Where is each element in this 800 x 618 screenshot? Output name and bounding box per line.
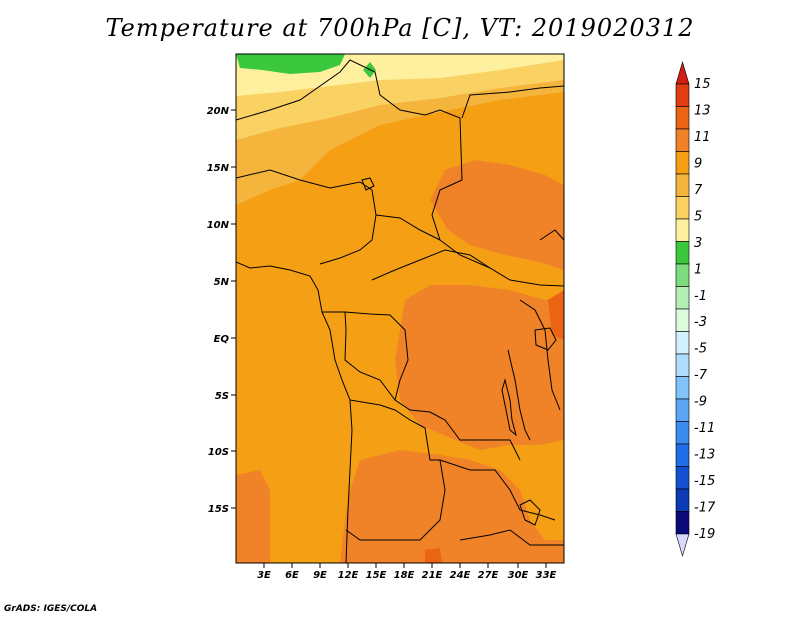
lat-label-15s: 15S xyxy=(208,504,229,515)
field-11-13-sudan xyxy=(430,160,564,270)
colorbar-label: -17 xyxy=(694,501,716,516)
boundaries xyxy=(236,59,564,563)
colorbar-segment xyxy=(675,106,690,130)
colorbar-label: -9 xyxy=(694,395,707,410)
coastline-west xyxy=(236,261,353,563)
chart-title: Temperature at 700hPa [C], VT: 201902031… xyxy=(105,14,695,42)
colorbar-segment xyxy=(675,398,690,422)
lake-chad xyxy=(361,177,375,191)
lon-label-33e: 33E xyxy=(536,570,557,581)
lat-label-15n: 15N xyxy=(207,163,230,174)
colorbar-segment xyxy=(675,376,690,400)
lat-label-20n: 20N xyxy=(207,106,230,117)
border-zambia xyxy=(439,459,556,521)
lon-axis: 3E 6E 9E 12E 15E 18E 21E 24E 27E 30E 33E xyxy=(257,563,557,581)
colorbar-label: -15 xyxy=(694,474,715,489)
colorbar-segment xyxy=(675,151,690,175)
colorbar-label: 1 xyxy=(694,262,702,277)
lat-label-eq: EQ xyxy=(214,334,230,345)
colorbar-label: 5 xyxy=(694,209,702,224)
colorbar-segment xyxy=(675,173,690,197)
lat-label-10s: 10S xyxy=(208,447,229,458)
lake-malawi xyxy=(519,499,541,526)
colorbar-segment xyxy=(675,218,690,242)
field-11-13-angola xyxy=(236,470,270,563)
map-frame xyxy=(235,53,565,564)
colorbar-segment xyxy=(675,128,690,152)
border-sahara xyxy=(236,59,564,287)
colorbar-segment xyxy=(675,286,690,310)
border-congo-drc xyxy=(344,311,521,461)
colorbar-label: 3 xyxy=(694,236,702,251)
border-chad-car xyxy=(371,214,491,281)
field-1-3-patch xyxy=(363,62,376,78)
lat-axis: 20N 15N 10N 5N EQ 5S 10S 15S xyxy=(207,106,236,515)
lake-victoria xyxy=(534,327,557,351)
lon-label-6e: 6E xyxy=(285,570,299,581)
lake-tanganyika xyxy=(501,378,517,437)
border-niger-nigeria xyxy=(236,169,377,265)
colorbar-label: 13 xyxy=(694,103,711,118)
lon-label-30e: 30E xyxy=(508,570,529,581)
colorbar-label: -1 xyxy=(694,289,707,304)
field-1-3-north xyxy=(236,54,345,74)
colorbar-arrow-top xyxy=(675,60,690,85)
colorbar-segment xyxy=(675,196,690,220)
colorbar-segment xyxy=(675,83,690,107)
colorbar-segment xyxy=(675,421,690,445)
colorbar-label: -13 xyxy=(694,448,715,463)
border-south xyxy=(459,529,564,546)
lat-label-5n: 5N xyxy=(214,277,230,288)
lat-label-5s: 5S xyxy=(215,391,229,402)
colorbar-segment xyxy=(675,331,690,355)
lon-label-3e: 3E xyxy=(257,570,271,581)
field-11-13-zambia xyxy=(340,450,564,563)
colorbar-segment xyxy=(675,488,690,512)
field-11-13-congo xyxy=(395,285,564,450)
colorbar-labels: 15 13 11 9 7 5 3 1 -1 -3 -5 -7 -9 -11 -13 -15 -17 -19 xyxy=(694,77,716,542)
border-east xyxy=(461,85,564,441)
colorbar-label: -11 xyxy=(694,421,715,436)
colorbar-label: 11 xyxy=(694,130,711,145)
credit-text: GrADS: IGES/COLA xyxy=(4,604,98,614)
colorbar-segment xyxy=(675,263,690,287)
lon-label-24e: 24E xyxy=(450,570,471,581)
colorbar-label: -19 xyxy=(694,527,715,542)
lon-label-18e: 18E xyxy=(394,570,415,581)
colorbar-segment xyxy=(675,466,690,490)
colorbar-segment xyxy=(675,308,690,332)
field-13-15-lakes xyxy=(548,290,564,340)
lon-label-15e: 15E xyxy=(366,570,387,581)
lat-label-10n: 10N xyxy=(207,220,230,231)
lon-label-21e: 21E xyxy=(422,570,443,581)
colorbar-segment xyxy=(675,241,690,265)
colorbar-label: -5 xyxy=(694,342,707,357)
colorbar-segment xyxy=(675,353,690,377)
colorbar-arrow-bottom xyxy=(675,533,690,558)
lon-label-27e: 27E xyxy=(478,570,499,581)
field-13-15-south xyxy=(425,548,442,563)
colorbar-segment xyxy=(675,511,690,535)
colorbar-label: 9 xyxy=(694,156,702,171)
border-gabon-congo xyxy=(322,311,396,401)
colorbar-label: -7 xyxy=(694,368,708,383)
colorbar-label: 7 xyxy=(694,183,703,198)
colorbar-label: -3 xyxy=(694,315,707,330)
map-field xyxy=(236,54,564,563)
lon-label-9e: 9E xyxy=(313,570,327,581)
colorbar-segments xyxy=(675,60,690,558)
lon-label-12e: 12E xyxy=(338,570,359,581)
colorbar-label: 15 xyxy=(694,77,711,92)
colorbar-segment xyxy=(675,443,690,467)
